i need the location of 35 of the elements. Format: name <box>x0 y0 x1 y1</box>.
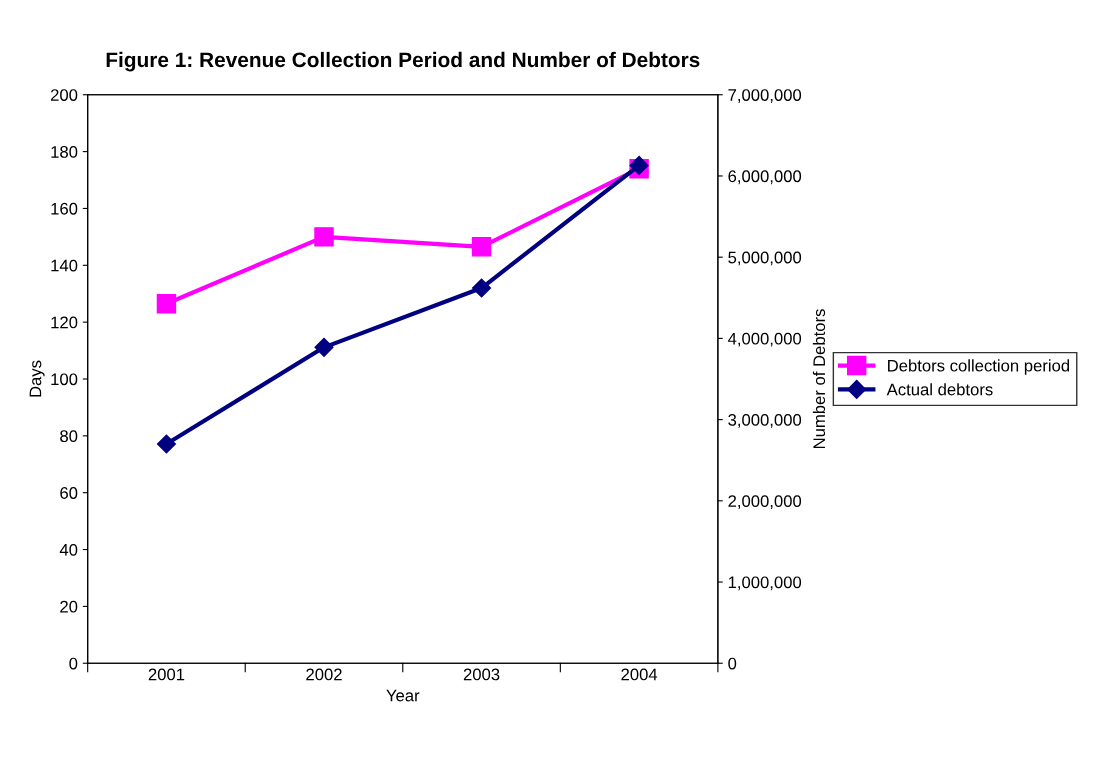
y2-tick-label: 7,000,000 <box>728 89 802 103</box>
y2-tick-label: 6,000,000 <box>728 170 802 185</box>
y2-tick-label: 3,000,000 <box>728 414 802 428</box>
y2-tick-label: 4,000,000 <box>727 332 802 347</box>
point <box>472 278 492 298</box>
y-tick-label: 160 <box>51 202 78 215</box>
y-tick-label: 180 <box>51 146 78 158</box>
y-tick-label: 40 <box>59 543 78 556</box>
y-tick-label: 0 <box>69 657 78 670</box>
point <box>471 237 492 257</box>
y-tick-label: 200 <box>50 89 78 101</box>
point <box>156 293 177 314</box>
y-tick-label: 60 <box>60 487 78 499</box>
legend-label: Actual debtors <box>886 383 993 396</box>
y-axis-title: Days <box>29 360 45 397</box>
y-tick-label: 140 <box>51 259 78 272</box>
y2-tick-label: 5,000,000 <box>728 251 802 266</box>
x-tick-label: 2004 <box>621 668 658 681</box>
point <box>314 227 334 247</box>
x-tick-label: 2001 <box>148 668 185 681</box>
y2-tick-label: 2,000,000 <box>728 495 802 509</box>
chart-title: Figure 1: Revenue Collection Period and Number of Debtors <box>106 51 700 72</box>
y-tick-label: 20 <box>60 600 78 613</box>
y2-tick-label: 1,000,000 <box>728 576 802 591</box>
y2-axis-title: Number of Debtors <box>812 309 826 449</box>
y-tick-label: 80 <box>60 430 78 443</box>
x-tick-label: 2002 <box>306 668 342 681</box>
x-axis-title: Year <box>386 689 420 702</box>
y-tick-label: 100 <box>51 373 78 386</box>
y2-tick-label: 0 <box>728 657 737 670</box>
x-tick-label: 2003 <box>463 668 500 681</box>
y-tick-label: 120 <box>51 316 78 329</box>
point <box>314 337 334 357</box>
point <box>156 434 176 454</box>
legend-label: Debtors collection period <box>888 359 1070 375</box>
